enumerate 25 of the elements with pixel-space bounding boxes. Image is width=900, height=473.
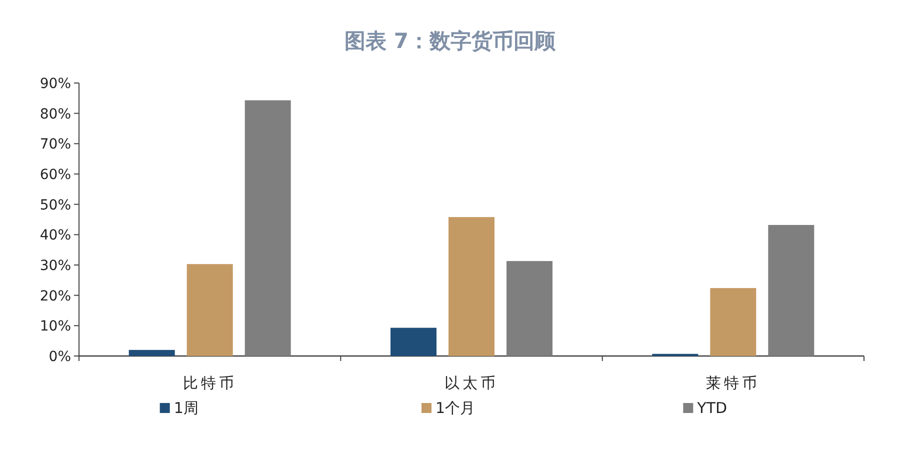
y-tick-label: 30% (40, 258, 71, 274)
legend-label: 1周 (174, 399, 198, 417)
y-tick-label: 50% (40, 197, 71, 214)
y-tick-label: 60% (40, 167, 71, 183)
y-tick-label: 80% (40, 106, 71, 122)
chart-title: 图表 7：数字货币回顾 (344, 29, 556, 53)
legend-label: YTD (696, 399, 728, 417)
bar (186, 264, 233, 356)
legend-label: 1个月 (436, 399, 476, 417)
y-tick-label: 20% (40, 288, 71, 304)
x-tick-label: 以太币 (444, 374, 498, 392)
y-tick-label: 70% (40, 136, 71, 153)
bar (448, 217, 494, 356)
bar (768, 224, 814, 356)
bar (390, 328, 436, 356)
y-tick-label: 0% (48, 349, 71, 365)
y-tick-label: 90% (40, 76, 71, 92)
x-tick-label: 比特币 (182, 374, 237, 392)
y-tick-label: 10% (40, 318, 71, 335)
bar (128, 350, 175, 356)
x-tick-label: 莱特币 (706, 374, 760, 392)
y-tick-label: 40% (40, 228, 71, 244)
bar (244, 100, 291, 356)
bar (506, 261, 552, 356)
bar (710, 288, 756, 356)
